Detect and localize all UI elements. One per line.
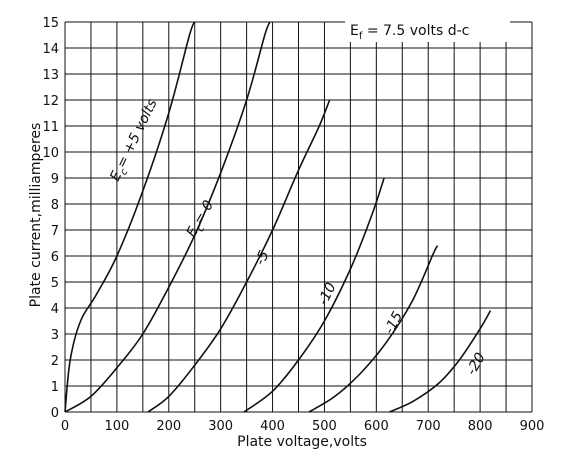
curve-label-minus10: -10 — [315, 280, 339, 308]
filament-note-text: Ef = 7.5 volts d-c — [350, 23, 469, 42]
y-tick-label: 14 — [42, 42, 59, 57]
series-line-1 — [64, 21, 271, 413]
x-tick-label: 200 — [156, 419, 181, 434]
y-tick-label: 6 — [51, 250, 59, 265]
x-axis-label: Plate voltage,volts — [237, 434, 367, 450]
curves — [64, 21, 492, 413]
y-tick-label: 5 — [51, 276, 59, 291]
y-tick-label: 9 — [51, 172, 59, 187]
x-tick-label: 300 — [208, 419, 233, 434]
x-tick-label: 600 — [364, 419, 389, 434]
y-tick-label: 4 — [51, 302, 59, 317]
series-line-3 — [243, 177, 385, 413]
y-tick-label: 2 — [51, 354, 59, 369]
y-tick-label: 0 — [51, 406, 59, 421]
y-tick-label: 15 — [42, 16, 59, 31]
x-tick-label: 700 — [416, 419, 441, 434]
y-tick-label: 7 — [51, 224, 59, 239]
curve-label-ec-plus5: Ec= +5 volts — [107, 97, 163, 185]
series-line-4 — [308, 245, 439, 413]
series-line-5 — [388, 310, 492, 413]
tick-labels: 0 100 200 300 400 500 600 700 800 900012345678910… — [42, 16, 544, 434]
y-tick-label: 3 — [51, 328, 59, 343]
series-line-2 — [147, 99, 331, 413]
y-tick-label: 11 — [42, 120, 59, 135]
x-tick-label: 0 — [61, 419, 69, 434]
x-tick-label: 100 — [104, 419, 129, 434]
x-tick-label: 500 — [312, 419, 337, 434]
y-tick-label: 10 — [42, 146, 59, 161]
y-tick-label: 8 — [51, 198, 59, 213]
filament-note: Ef = 7.5 volts d-c — [345, 16, 510, 42]
y-tick-label: 1 — [51, 380, 59, 395]
x-tick-label: 400 — [260, 419, 285, 434]
y-axis-label: Plate current,milliamperes — [28, 123, 44, 308]
x-tick-label: 800 — [468, 419, 493, 434]
y-tick-label: 12 — [42, 94, 59, 109]
y-tick-label: 13 — [42, 68, 59, 83]
grid — [64, 21, 533, 413]
x-tick-label: 900 — [520, 419, 545, 434]
curve-label-minus5: -5 — [252, 248, 273, 268]
series-line-0 — [64, 21, 196, 413]
curve-label-minus20: -20 — [464, 350, 489, 378]
